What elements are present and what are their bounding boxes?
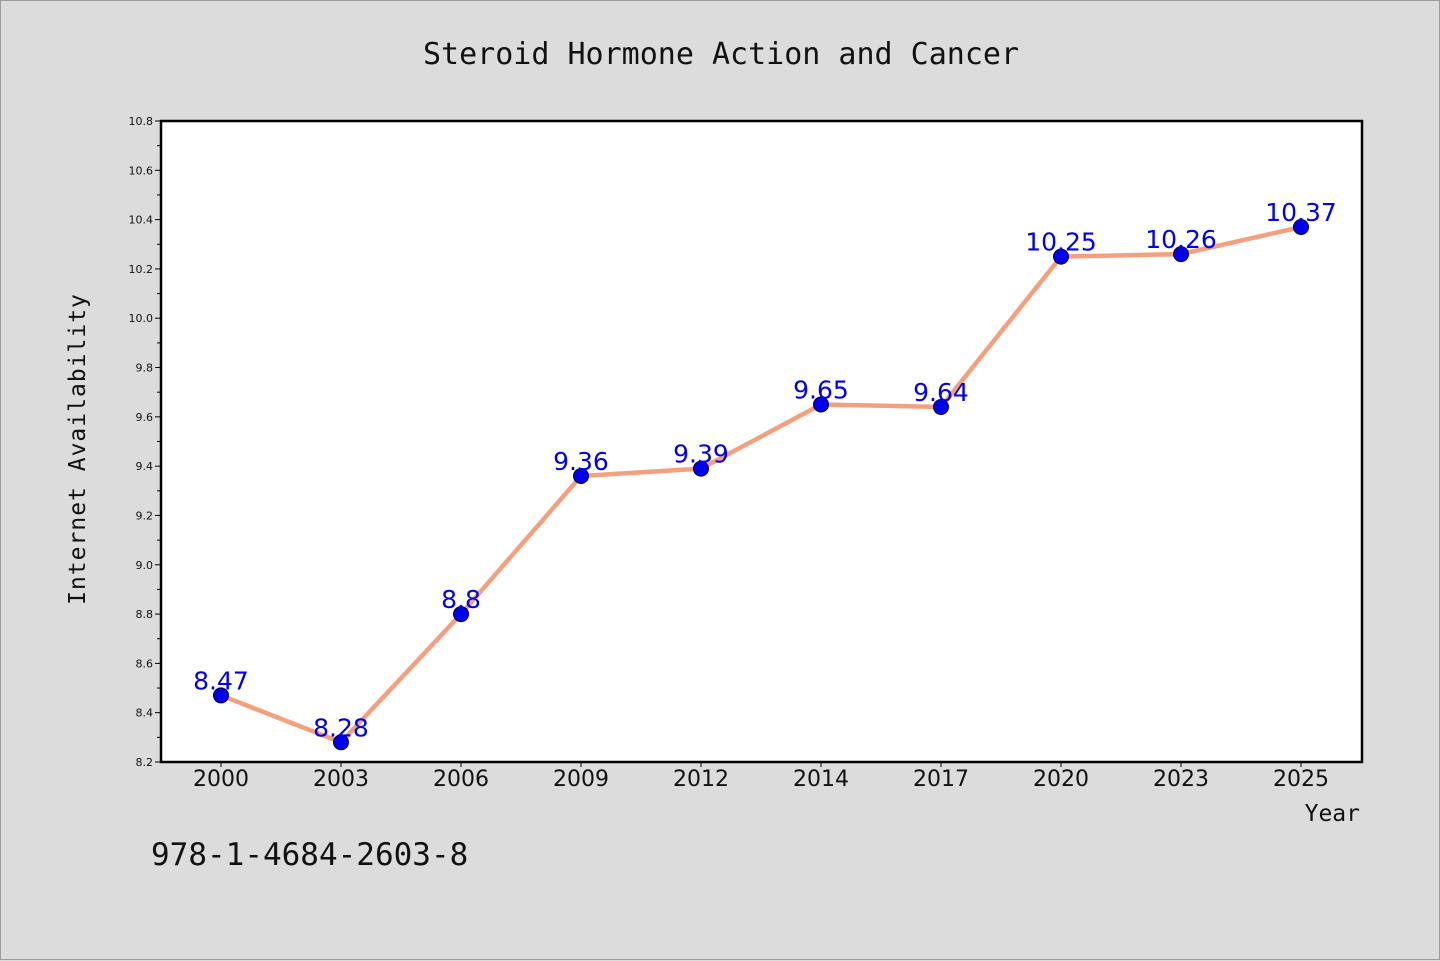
isbn-text: 978-1-4684-2603-8 — [151, 837, 468, 873]
plot-area — [159, 119, 1364, 764]
data-point — [693, 460, 709, 477]
x-tick-label: 2020 — [1033, 767, 1089, 792]
y-tick-label: 9.4 — [136, 460, 154, 473]
y-tick-label: 10.6 — [129, 164, 154, 177]
data-label: 8.28 — [313, 713, 369, 742]
y-axis: 8.2 8.4 8.6 8.8 9.0 9.2 9.4 9.6 9.8 10.0 10.2 10.4 1… — [129, 115, 161, 769]
chart-title: Steroid Hormone Action and Cancer — [423, 37, 1019, 72]
data-label: 9.36 — [553, 447, 609, 476]
data-point — [453, 606, 469, 623]
data-label: 8.47 — [193, 666, 249, 695]
y-tick-label: 10.0 — [129, 312, 154, 325]
data-point — [573, 468, 589, 485]
y-tick-label: 9.6 — [136, 411, 154, 424]
x-tick-label: 2009 — [553, 767, 609, 792]
y-tick-label: 9.8 — [136, 362, 154, 375]
data-label: 9.65 — [793, 376, 849, 405]
data-point — [1053, 248, 1069, 265]
y-axis-label: Internet Availability — [65, 293, 91, 605]
x-axis-label: Year — [1305, 801, 1360, 827]
y-tick-label: 10.2 — [129, 263, 154, 276]
data-point — [333, 734, 349, 751]
series-line — [218, 224, 1304, 745]
data-label: 8.8 — [441, 585, 481, 614]
x-tick-label: 2003 — [313, 767, 369, 792]
y-tick-label: 8.8 — [136, 608, 154, 621]
x-axis: 2000 2003 2006 2009 2012 2014 2017 2020 2023 2025 — [193, 762, 1329, 792]
x-tick-label: 2025 — [1273, 767, 1329, 792]
data-label: 9.64 — [913, 378, 969, 407]
x-tick-label: 2012 — [673, 767, 729, 792]
x-tick-label: 2014 — [793, 767, 849, 792]
y-tick-label: 8.4 — [136, 707, 154, 720]
data-point — [213, 687, 229, 704]
y-tick-label: 10.8 — [129, 115, 154, 128]
y-tick-label: 9.2 — [136, 509, 154, 522]
data-label: 10.37 — [1265, 198, 1337, 227]
data-point — [933, 398, 949, 415]
data-point — [1173, 246, 1189, 263]
series-group — [213, 219, 1309, 751]
x-tick-label: 2017 — [913, 767, 969, 792]
data-point — [813, 396, 829, 413]
x-tick-label: 2006 — [433, 767, 489, 792]
x-tick-label: 2023 — [1153, 767, 1209, 792]
data-point — [1293, 219, 1309, 236]
y-tick-label: 8.6 — [136, 657, 154, 670]
y-tick-label: 9.0 — [136, 559, 154, 572]
data-label: 9.39 — [673, 440, 729, 469]
y-tick-label: 10.4 — [129, 214, 154, 227]
x-tick-label: 2000 — [193, 767, 249, 792]
data-label: 10.25 — [1025, 228, 1097, 257]
data-label: 10.26 — [1145, 225, 1217, 254]
data-label-group: 8.47 8.28 8.8 9.36 9.39 9.65 9.64 10.25 10.26 10.… — [193, 198, 1337, 742]
y-tick-label: 8.2 — [136, 756, 154, 769]
